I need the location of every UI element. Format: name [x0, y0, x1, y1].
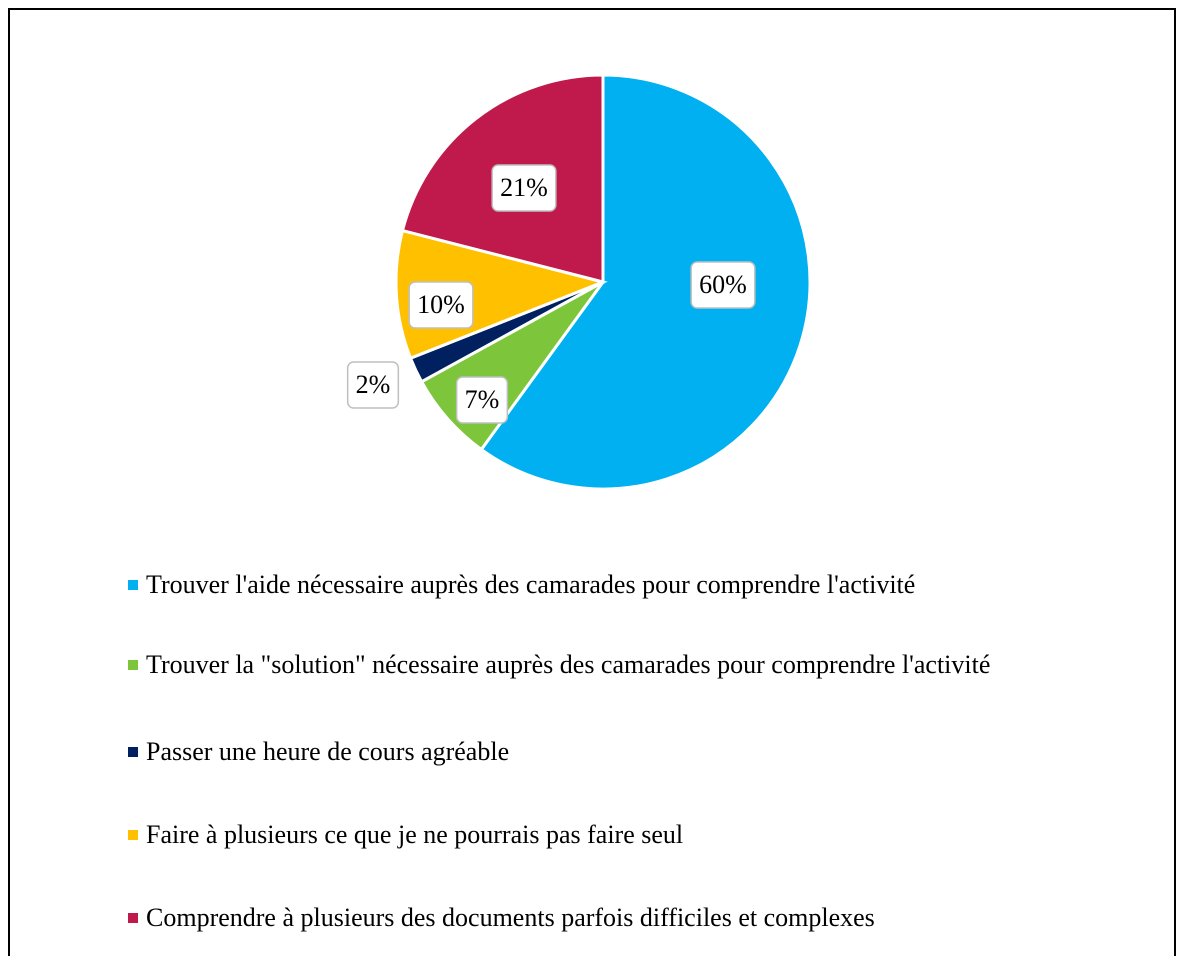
legend-swatch — [128, 580, 138, 590]
data-label: 21% — [491, 164, 557, 212]
legend-swatch — [128, 660, 138, 670]
legend-item: Comprendre à plusieurs des documents par… — [128, 899, 1118, 937]
data-label: 2% — [346, 361, 400, 409]
data-label-box — [346, 361, 400, 409]
legend-label: Passer une heure de cours agréable — [146, 737, 510, 766]
legend-label: Trouver l'aide nécessaire auprès des cam… — [146, 570, 916, 599]
data-label-box — [455, 376, 509, 424]
data-label-text: 21% — [500, 173, 548, 202]
data-label-box — [408, 281, 474, 329]
data-label-box — [690, 261, 756, 309]
data-label-box — [491, 164, 557, 212]
data-label-text: 2% — [356, 370, 391, 399]
data-label-text: 60% — [699, 270, 747, 299]
legend-item: Faire à plusieurs ce que je ne pourrais … — [128, 816, 1118, 854]
legend-swatch — [128, 913, 138, 923]
legend-label: Faire à plusieurs ce que je ne pourrais … — [146, 820, 684, 849]
data-label: 60% — [690, 261, 756, 309]
legend-item: Passer une heure de cours agréable — [128, 733, 1118, 771]
legend-swatch — [128, 747, 138, 757]
chart-frame — [8, 8, 1176, 956]
pie-slice — [479, 73, 812, 491]
data-label: 10% — [408, 281, 474, 329]
legend-swatch — [128, 830, 138, 840]
legend-label: Trouver la "solution" nécessaire auprès … — [146, 650, 991, 679]
data-label: 7% — [455, 376, 509, 424]
legend-label: Comprendre à plusieurs des documents par… — [146, 903, 875, 932]
legend-item: Trouver l'aide nécessaire auprès des cam… — [128, 566, 1118, 604]
data-label-text: 10% — [417, 290, 465, 319]
legend-item: Trouver la "solution" nécessaire auprès … — [128, 646, 1118, 684]
data-label-text: 7% — [465, 385, 500, 414]
